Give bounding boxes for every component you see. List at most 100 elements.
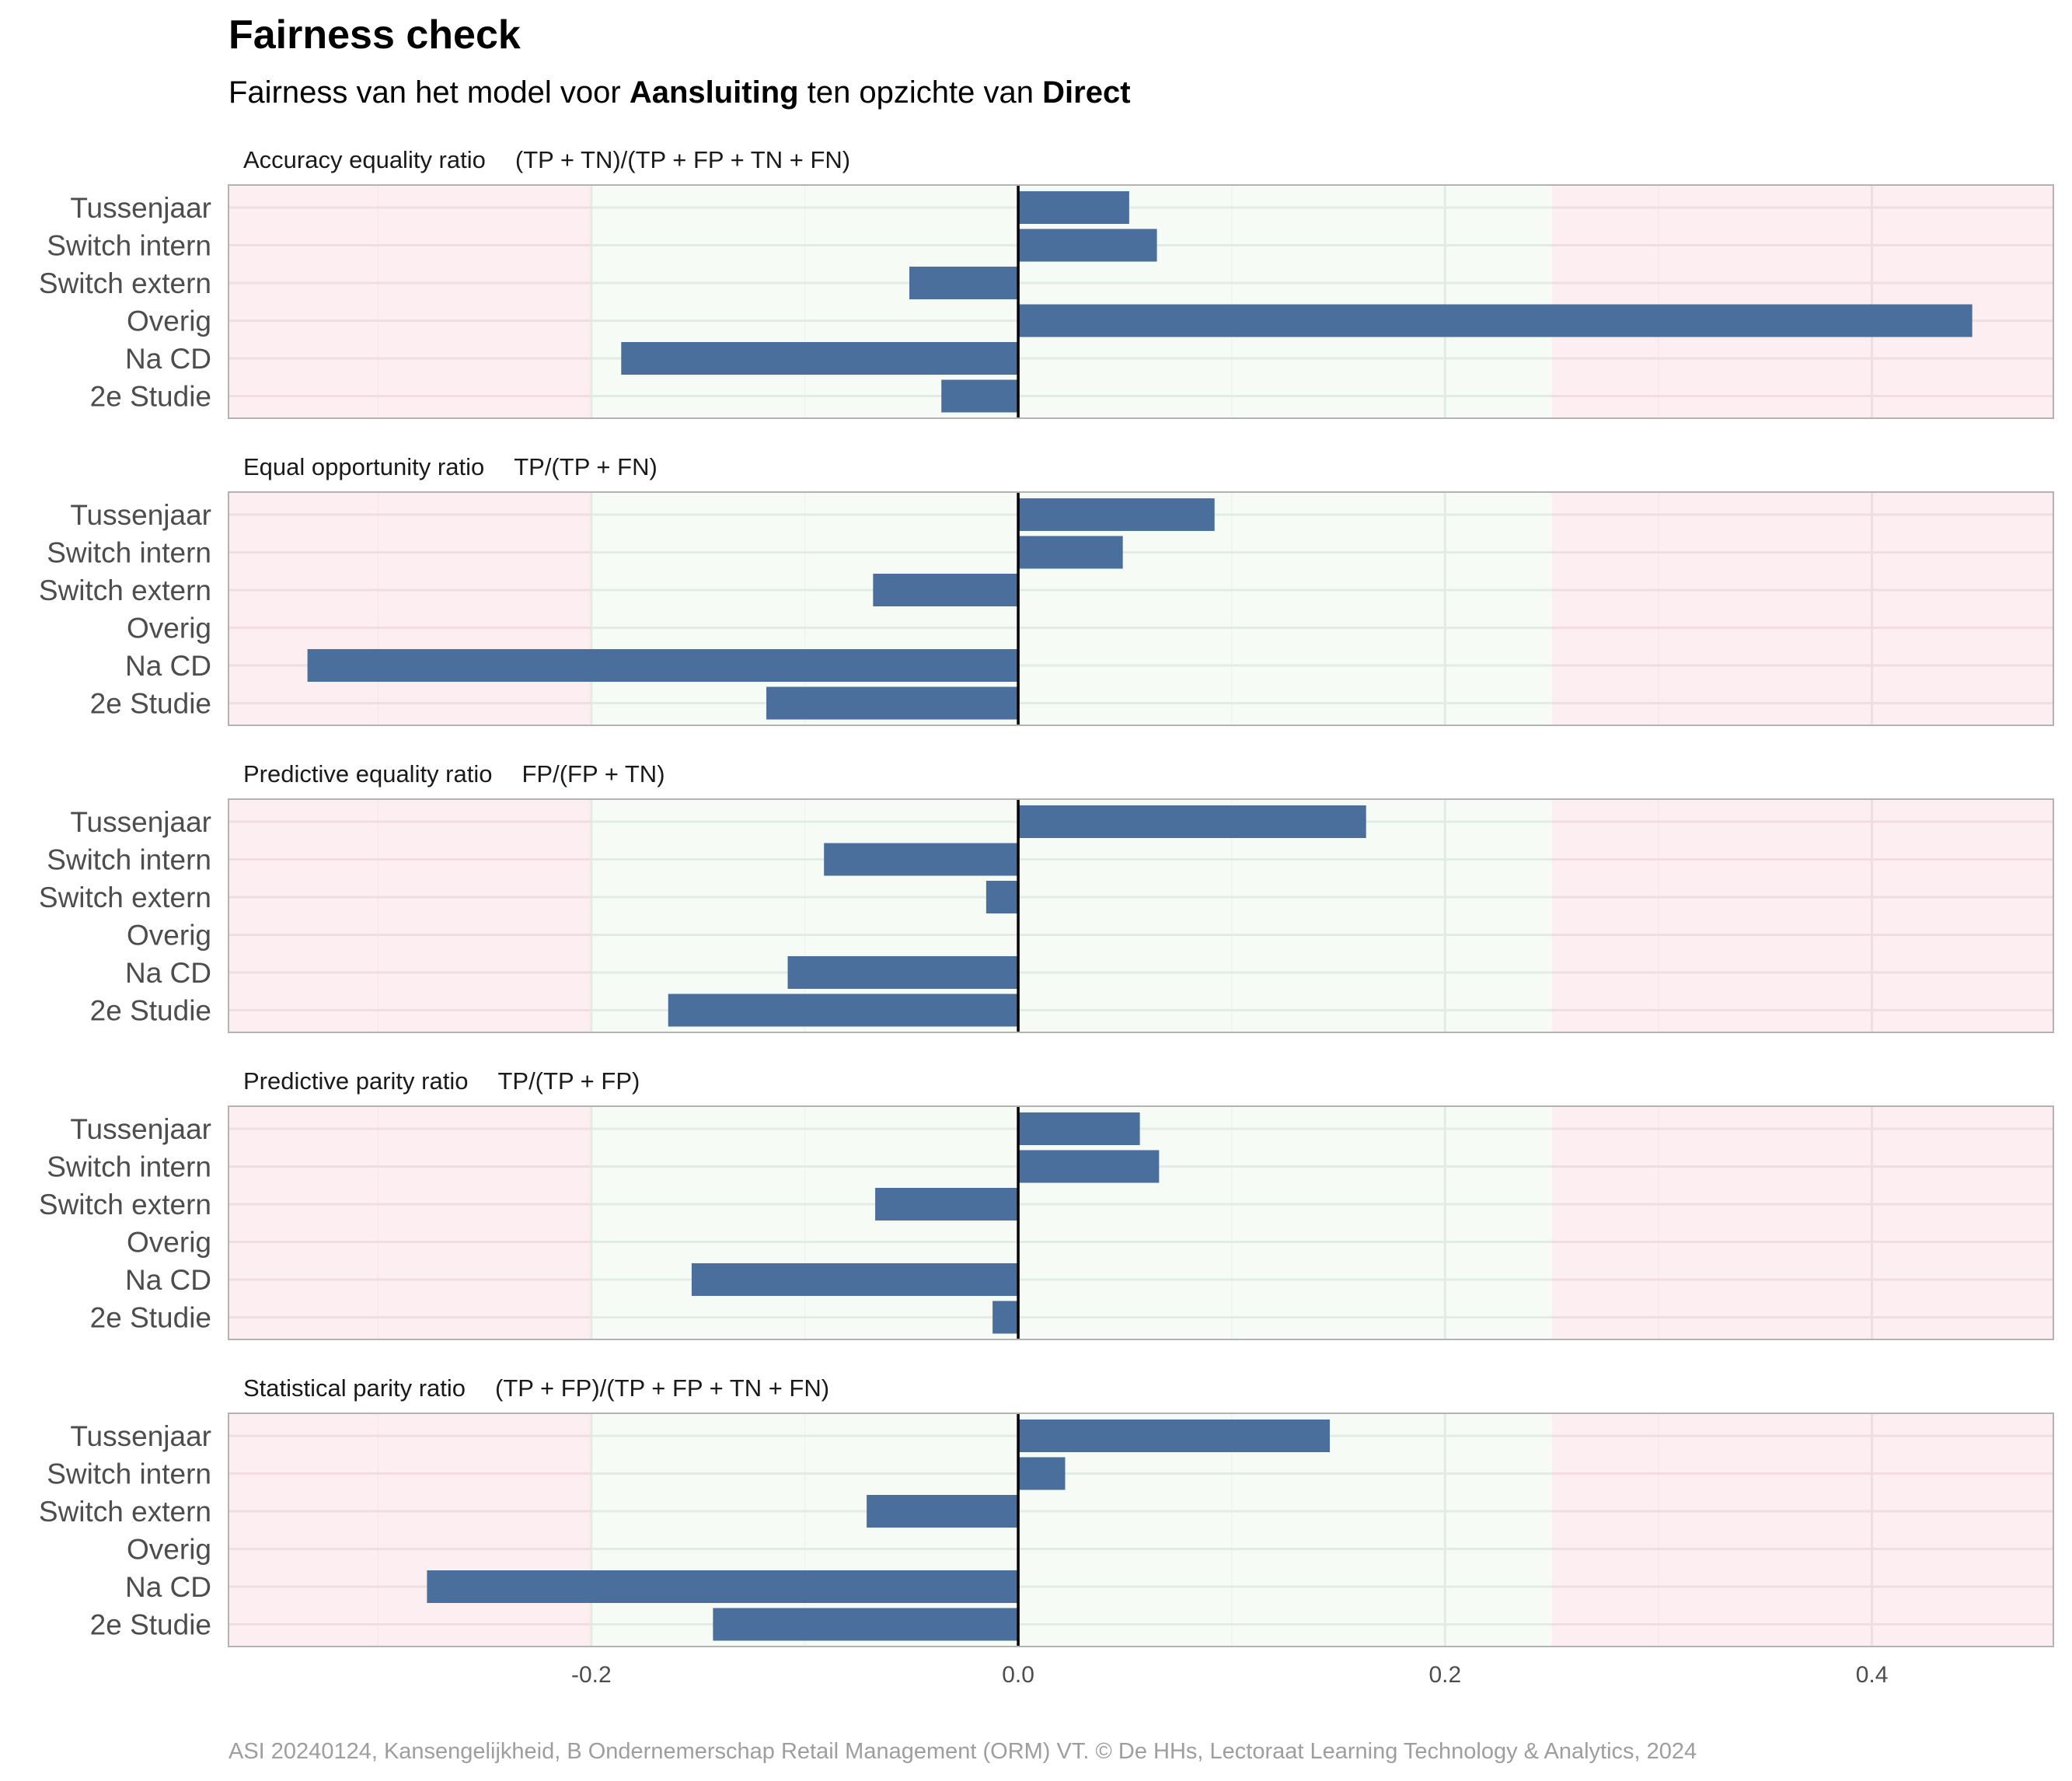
panel-label: Statistical parity ratio (TP + FP)/(TP + … bbox=[243, 1374, 829, 1402]
panel-formula: TP/(TP + FN) bbox=[514, 453, 658, 480]
category-label: Tussenjaar bbox=[70, 1420, 211, 1452]
unfair-band-right bbox=[1551, 1413, 2053, 1647]
category-label: Switch intern bbox=[47, 1151, 211, 1183]
subtitle-prefix: Fairness van het model voor bbox=[228, 75, 630, 110]
panel-label: Equal opportunity ratio TP/(TP + FN) bbox=[243, 453, 658, 480]
category-label: 2e Studie bbox=[90, 1609, 211, 1641]
bar bbox=[875, 1188, 1019, 1221]
panel-2: Equal opportunity ratio TP/(TP + FN) Tusse… bbox=[39, 453, 2054, 726]
category-label: Switch extern bbox=[39, 1496, 211, 1528]
unfair-band-left bbox=[228, 799, 591, 1032]
bar bbox=[787, 956, 1019, 989]
category-label: Tussenjaar bbox=[70, 192, 211, 224]
x-tick-label: 0.4 bbox=[1856, 1662, 1889, 1688]
category-label: Overig bbox=[127, 613, 211, 644]
unfair-band-left bbox=[228, 1413, 591, 1647]
panel-4: Predictive parity ratio TP/(TP + FP) Tusse… bbox=[39, 1067, 2054, 1340]
bar bbox=[1018, 805, 1366, 838]
bar bbox=[1018, 498, 1215, 531]
x-tick-label: 0.2 bbox=[1428, 1662, 1461, 1688]
bar bbox=[1018, 1457, 1066, 1490]
panel-border bbox=[228, 798, 2054, 1033]
category-label: Switch extern bbox=[39, 267, 211, 299]
panel-1: Accuracy equality ratio (TP + TN)/(TP + F… bbox=[39, 146, 2054, 419]
panel-formula: (TP + FP)/(TP + FP + TN + FN) bbox=[495, 1374, 829, 1402]
panel-border bbox=[228, 184, 2054, 419]
category-label: Tussenjaar bbox=[70, 806, 211, 838]
category-label: Overig bbox=[127, 920, 211, 952]
bar bbox=[713, 1608, 1019, 1641]
category-label: Na CD bbox=[125, 1571, 211, 1603]
bar bbox=[668, 994, 1019, 1027]
bar bbox=[766, 686, 1019, 720]
unfair-band-left bbox=[228, 1106, 591, 1339]
category-label: Switch intern bbox=[47, 230, 211, 262]
category-label: Switch intern bbox=[47, 1458, 211, 1490]
bar bbox=[621, 342, 1019, 375]
category-label: Switch intern bbox=[47, 844, 211, 876]
bar bbox=[1018, 1420, 1331, 1452]
category-label: Switch extern bbox=[39, 1189, 211, 1221]
category-label: Na CD bbox=[125, 343, 211, 375]
panel-border bbox=[228, 491, 2054, 726]
category-label: Na CD bbox=[125, 957, 211, 989]
panel-formula: TP/(TP + FP) bbox=[497, 1067, 640, 1095]
category-label: 2e Studie bbox=[90, 381, 211, 413]
panel-name: Predictive parity ratio bbox=[243, 1067, 468, 1095]
bar bbox=[1018, 191, 1129, 224]
bar bbox=[1018, 1150, 1160, 1183]
panel-name: Predictive equality ratio bbox=[243, 760, 493, 787]
bar bbox=[1018, 304, 1973, 337]
panel-label: Accuracy equality ratio (TP + TN)/(TP + F… bbox=[243, 146, 850, 173]
category-label: Switch extern bbox=[39, 882, 211, 913]
subtitle-reference: Direct bbox=[1042, 75, 1130, 110]
category-label: Switch intern bbox=[47, 537, 211, 569]
chart-caption: ASI 20240124, Kansengelijkheid, B Ondern… bbox=[228, 1739, 1697, 1764]
x-tick-label: 0.0 bbox=[1002, 1662, 1034, 1688]
category-label: Na CD bbox=[125, 650, 211, 682]
panel-border bbox=[228, 1413, 2054, 1647]
category-label: Overig bbox=[127, 1227, 211, 1259]
category-label: Na CD bbox=[125, 1264, 211, 1296]
subtitle-middle: ten opzichte van bbox=[799, 75, 1043, 110]
x-axis: -0.2 0.0 0.2 0.4 bbox=[571, 1662, 1888, 1688]
panel-formula: (TP + TN)/(TP + FP + TN + FN) bbox=[515, 146, 850, 173]
unfair-band-right bbox=[1551, 1106, 2053, 1339]
unfair-band-right bbox=[1551, 185, 2053, 418]
subtitle-model: Aansluiting bbox=[630, 75, 799, 110]
bar bbox=[307, 649, 1019, 682]
bar bbox=[873, 574, 1019, 606]
bar bbox=[992, 1301, 1019, 1334]
panels: Accuracy equality ratio (TP + TN)/(TP + F… bbox=[39, 146, 2054, 1647]
bar bbox=[1018, 1112, 1140, 1145]
category-label: Switch extern bbox=[39, 574, 211, 606]
bar bbox=[941, 379, 1019, 413]
x-tick-label: -0.2 bbox=[571, 1662, 612, 1688]
bar bbox=[985, 881, 1019, 913]
panel-name: Accuracy equality ratio bbox=[243, 146, 486, 173]
unfair-band-right bbox=[1551, 799, 2053, 1032]
unfair-band-left bbox=[228, 185, 591, 418]
chart-subtitle: Fairness van het model voor Aansluiting … bbox=[228, 75, 1131, 110]
bar bbox=[867, 1495, 1019, 1528]
unfair-band-right bbox=[1551, 492, 2053, 725]
panel-name: Equal opportunity ratio bbox=[243, 453, 484, 480]
category-label: Overig bbox=[127, 306, 211, 337]
panel-name: Statistical parity ratio bbox=[243, 1374, 466, 1402]
panel-border bbox=[228, 1105, 2054, 1340]
panel-3: Predictive equality ratio FP/(FP + TN) Tus… bbox=[39, 760, 2054, 1033]
category-label: 2e Studie bbox=[90, 1302, 211, 1334]
bar bbox=[427, 1570, 1019, 1603]
panel-label: Predictive equality ratio FP/(FP + TN) bbox=[243, 760, 665, 787]
unfair-band-left bbox=[228, 492, 591, 725]
category-label: Tussenjaar bbox=[70, 1113, 211, 1145]
panel-label: Predictive parity ratio TP/(TP + FP) bbox=[243, 1067, 640, 1095]
bar bbox=[691, 1263, 1019, 1296]
bar bbox=[1018, 536, 1123, 569]
category-label: Overig bbox=[127, 1534, 211, 1566]
bar bbox=[824, 843, 1019, 876]
bar bbox=[1018, 229, 1157, 262]
panel-formula: FP/(FP + TN) bbox=[522, 760, 665, 787]
category-label: 2e Studie bbox=[90, 688, 211, 720]
